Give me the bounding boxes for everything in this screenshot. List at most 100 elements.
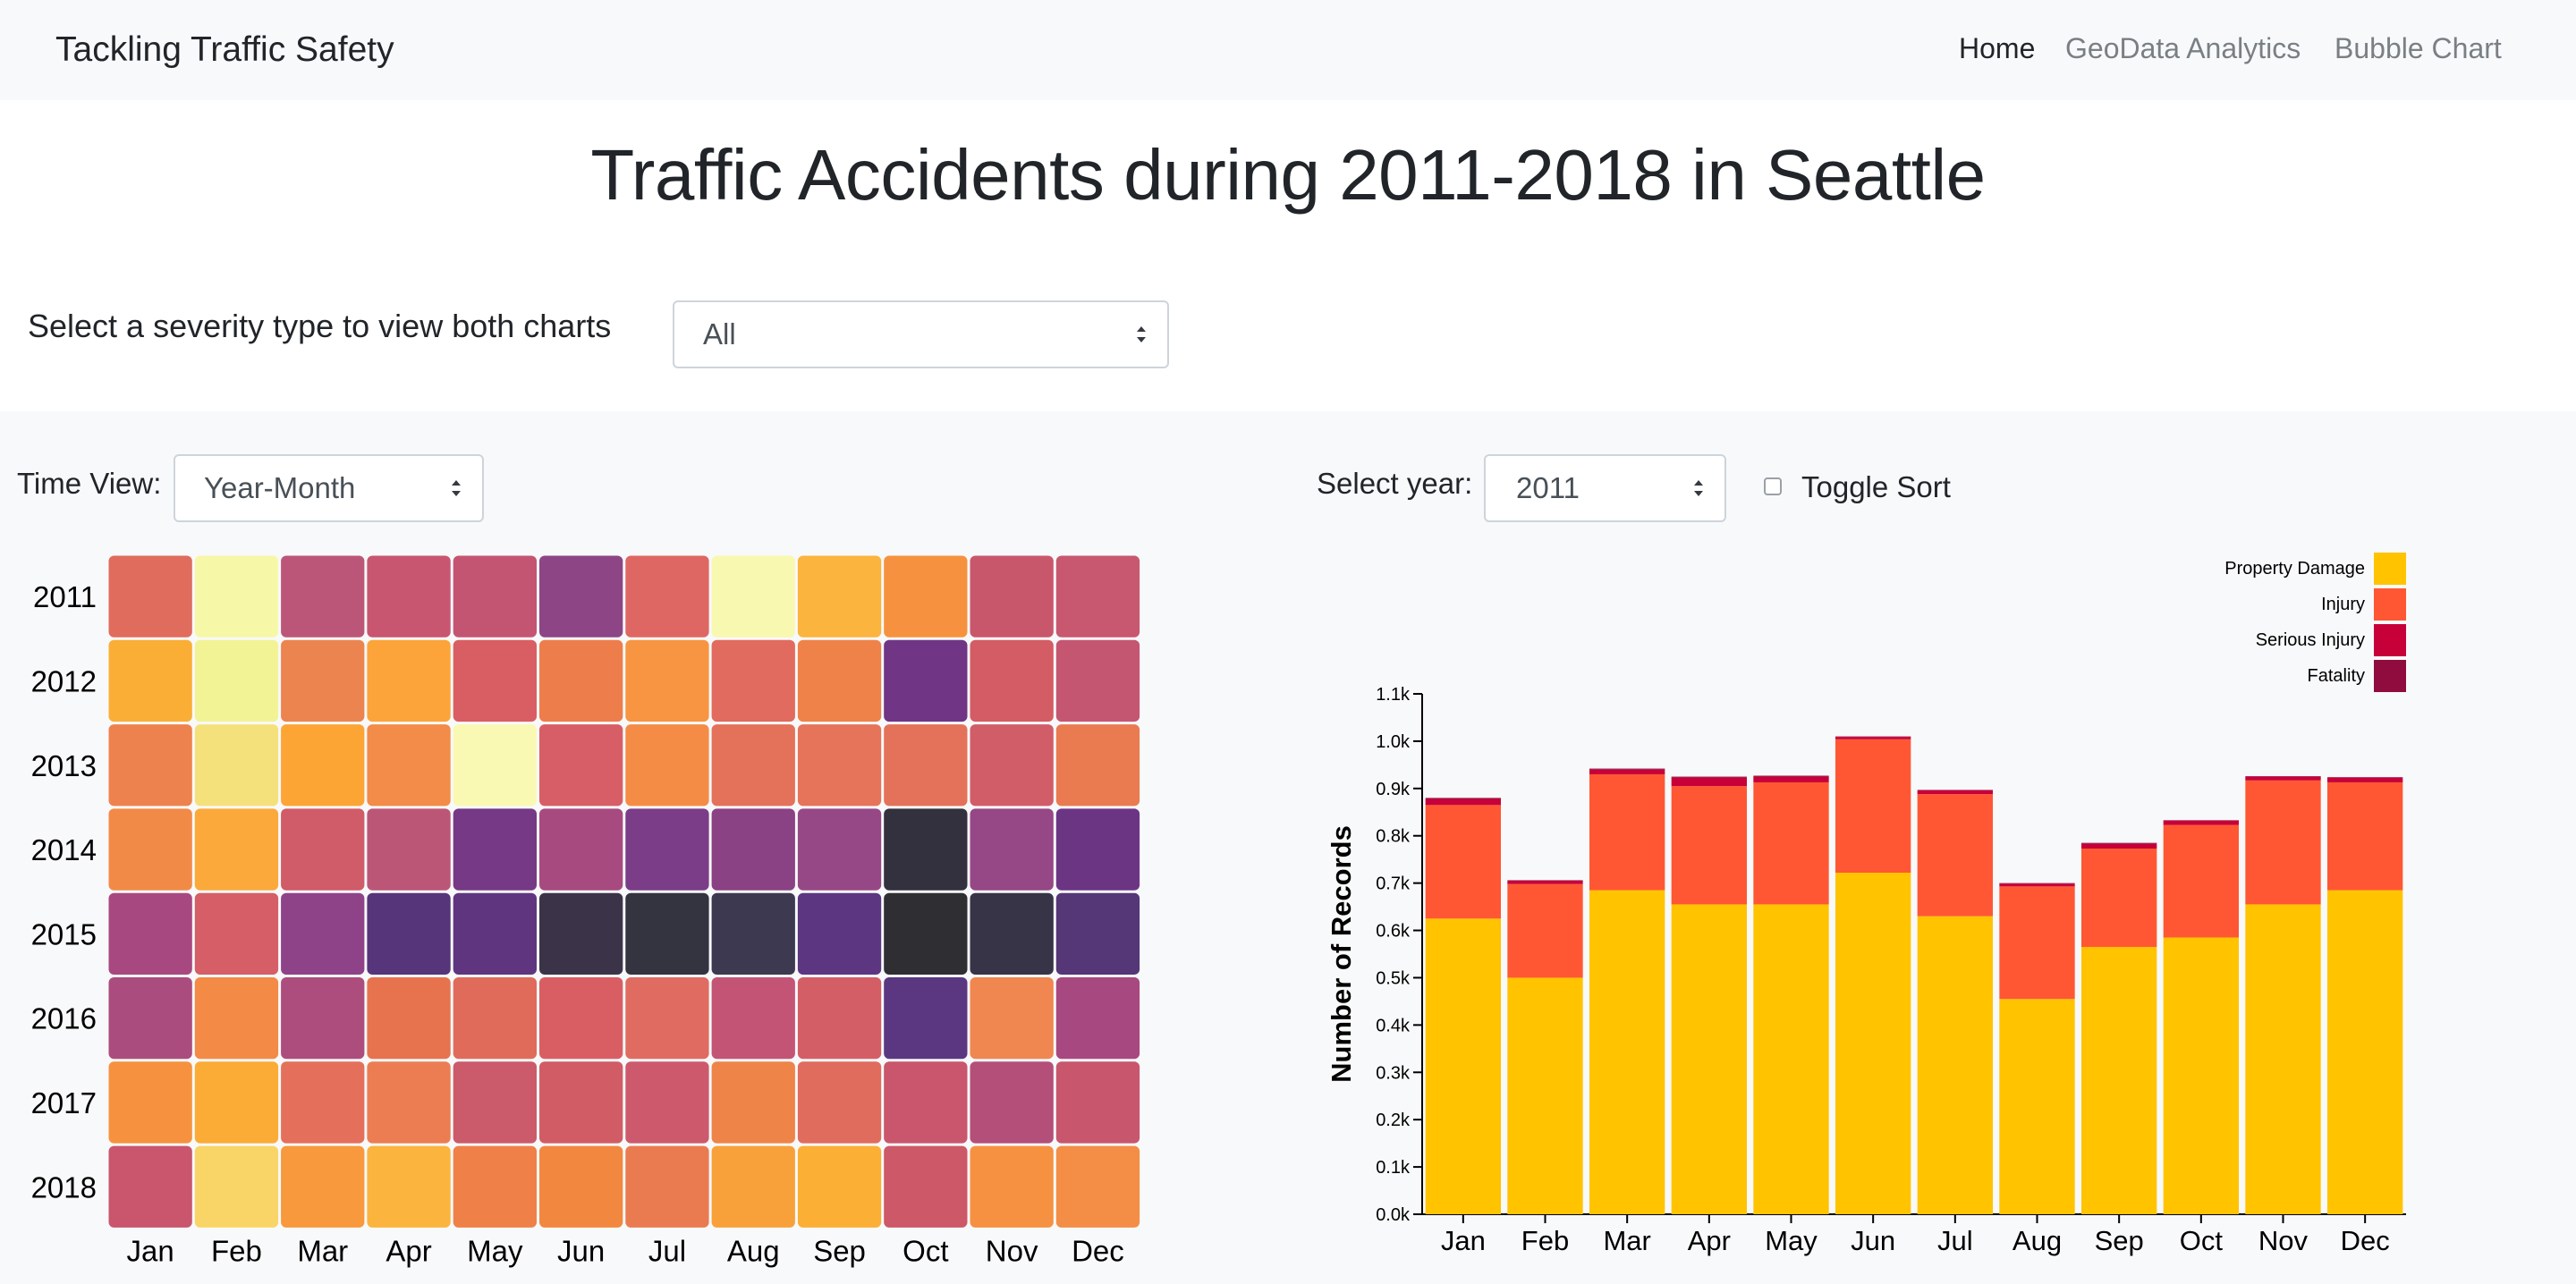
heatmap-cell[interactable] [884, 808, 968, 891]
bar-segment[interactable] [1507, 880, 1583, 881]
heatmap-cell[interactable] [625, 1145, 709, 1228]
heatmap-cell[interactable] [1055, 639, 1140, 722]
heatmap-cell[interactable] [281, 555, 365, 638]
heatmap-cell[interactable] [1055, 555, 1140, 638]
heatmap-cell[interactable] [970, 892, 1054, 975]
heatmap-cell[interactable] [281, 724, 365, 807]
heatmap-cell[interactable] [1055, 1145, 1140, 1228]
heatmap-cell[interactable] [884, 977, 968, 1060]
heatmap-cell[interactable] [539, 555, 623, 638]
heatmap-cell[interactable] [194, 808, 279, 891]
bar-segment[interactable] [1835, 739, 1911, 873]
heatmap-cell[interactable] [108, 724, 192, 807]
heatmap-cell[interactable] [108, 977, 192, 1060]
bar-segment[interactable] [1999, 999, 2075, 1214]
heatmap-cell[interactable] [108, 1145, 192, 1228]
heatmap-cell[interactable] [625, 555, 709, 638]
heatmap-cell[interactable] [108, 808, 192, 891]
heatmap-cell[interactable] [797, 977, 882, 1060]
bar-segment[interactable] [1589, 890, 1665, 1214]
bar-segment[interactable] [2081, 842, 2157, 844]
heatmap-cell[interactable] [281, 808, 365, 891]
brand-title[interactable]: Tackling Traffic Safety [55, 30, 394, 69]
heatmap-cell[interactable] [453, 808, 537, 891]
time-view-select[interactable]: Year-Month [174, 454, 484, 522]
heatmap-cell[interactable] [281, 977, 365, 1060]
year-select[interactable]: 2011 [1484, 454, 1726, 522]
bar-segment[interactable] [1589, 769, 1665, 774]
heatmap-cell[interactable] [194, 977, 279, 1060]
heatmap-cell[interactable] [711, 724, 795, 807]
heatmap-cell[interactable] [108, 555, 192, 638]
heatmap-cell[interactable] [108, 639, 192, 722]
heatmap-cell[interactable] [625, 639, 709, 722]
bar-segment[interactable] [1507, 880, 1583, 884]
bar-segment[interactable] [2081, 849, 2157, 948]
heatmap-cell[interactable] [367, 1145, 451, 1228]
heatmap-cell[interactable] [625, 977, 709, 1060]
bar-segment[interactable] [1671, 777, 1747, 787]
bar-segment[interactable] [2245, 780, 2321, 905]
heatmap-cell[interactable] [453, 724, 537, 807]
heatmap-cell[interactable] [970, 555, 1054, 638]
heatmap-cell[interactable] [539, 639, 623, 722]
bar-segment[interactable] [2327, 777, 2403, 778]
heatmap-cell[interactable] [797, 1145, 882, 1228]
heatmap-cell[interactable] [711, 977, 795, 1060]
bar-segment[interactable] [1753, 904, 1829, 1214]
heatmap-cell[interactable] [281, 639, 365, 722]
bar-segment[interactable] [1425, 805, 1501, 919]
heatmap-cell[interactable] [539, 724, 623, 807]
heatmap-cell[interactable] [367, 808, 451, 891]
bar-segment[interactable] [1671, 786, 1747, 905]
heatmap-cell[interactable] [539, 977, 623, 1060]
nav-link-home[interactable]: Home [1959, 32, 2036, 64]
heatmap-cell[interactable] [453, 639, 537, 722]
heatmap-cell[interactable] [884, 892, 968, 975]
heatmap-cell[interactable] [797, 892, 882, 975]
heatmap-cell[interactable] [194, 1145, 279, 1228]
heatmap-cell[interactable] [194, 892, 279, 975]
heatmap-cell[interactable] [797, 1061, 882, 1144]
heatmap-cell[interactable] [453, 977, 537, 1060]
heatmap-cell[interactable] [1055, 892, 1140, 975]
bar-segment[interactable] [1425, 918, 1501, 1214]
heatmap-cell[interactable] [453, 892, 537, 975]
heatmap-cell[interactable] [884, 1061, 968, 1144]
heatmap-cell[interactable] [539, 1061, 623, 1144]
heatmap-cell[interactable] [194, 1061, 279, 1144]
bar-segment[interactable] [2163, 937, 2239, 1214]
nav-link-bubble-chart[interactable]: Bubble Chart [2334, 32, 2502, 64]
heatmap-cell[interactable] [367, 977, 451, 1060]
heatmap-cell[interactable] [539, 808, 623, 891]
heatmap-cell[interactable] [453, 1145, 537, 1228]
bar-segment[interactable] [1753, 781, 1829, 905]
heatmap-cell[interactable] [108, 1061, 192, 1144]
heatmap-cell[interactable] [797, 724, 882, 807]
heatmap-cell[interactable] [1055, 1061, 1140, 1144]
heatmap-cell[interactable] [711, 892, 795, 975]
heatmap-cell[interactable] [711, 808, 795, 891]
bar-segment[interactable] [1917, 794, 1993, 917]
heatmap-cell[interactable] [367, 555, 451, 638]
bar-segment[interactable] [1917, 790, 1993, 795]
heatmap-cell[interactable] [970, 1061, 1054, 1144]
heatmap-cell[interactable] [797, 555, 882, 638]
heatmap-cell[interactable] [194, 639, 279, 722]
heatmap-cell[interactable] [970, 639, 1054, 722]
bar-segment[interactable] [1671, 904, 1747, 1214]
heatmap-cell[interactable] [970, 977, 1054, 1060]
bar-segment[interactable] [2245, 904, 2321, 1214]
heatmap-cell[interactable] [194, 555, 279, 638]
heatmap-cell[interactable] [625, 808, 709, 891]
heatmap-cell[interactable] [367, 724, 451, 807]
bar-segment[interactable] [1507, 883, 1583, 978]
bar-segment[interactable] [1671, 776, 1747, 778]
bar-segment[interactable] [2081, 947, 2157, 1214]
heatmap-cell[interactable] [1055, 808, 1140, 891]
heatmap-cell[interactable] [711, 1145, 795, 1228]
heatmap-cell[interactable] [1055, 724, 1140, 807]
bar-segment[interactable] [2327, 777, 2403, 782]
bar-segment[interactable] [1999, 886, 2075, 1000]
heatmap-cell[interactable] [625, 892, 709, 975]
